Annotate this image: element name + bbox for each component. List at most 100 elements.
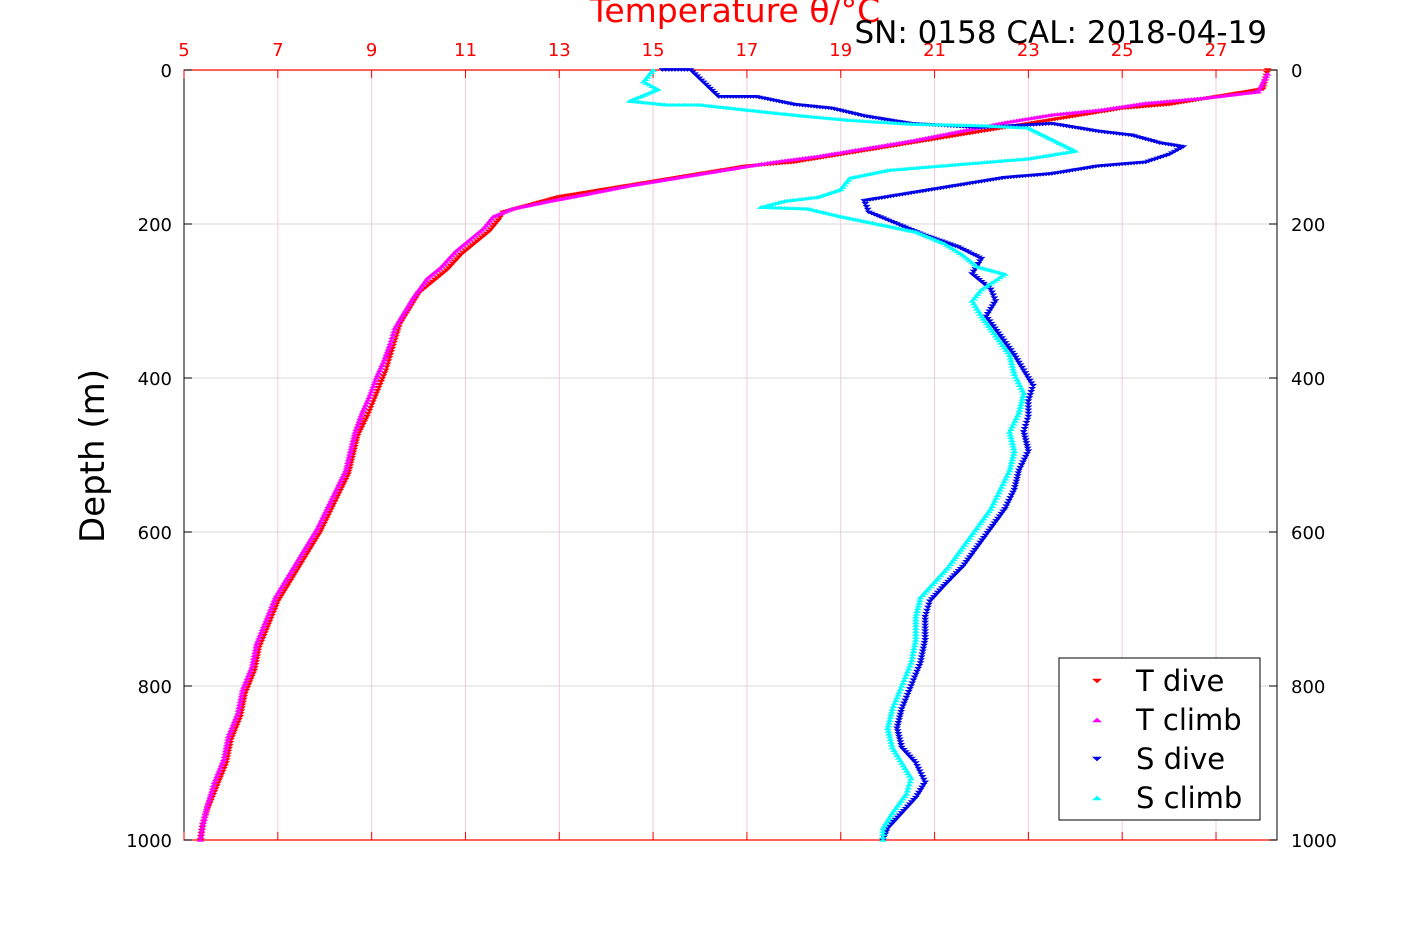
y-tick-label-right: 600 [1291, 523, 1325, 544]
data-point [897, 745, 906, 750]
data-point [885, 718, 894, 722]
data-point [1024, 414, 1033, 419]
data-point [242, 679, 251, 683]
data-point [900, 701, 909, 706]
data-point [315, 523, 324, 528]
data-point [931, 592, 940, 597]
data-point [990, 326, 999, 331]
data-point [347, 443, 356, 448]
data-point [324, 504, 333, 508]
data-point [954, 569, 963, 573]
data-point [878, 835, 887, 839]
data-point [686, 68, 695, 72]
data-point [1262, 74, 1271, 79]
data-point [911, 640, 920, 645]
data-point [878, 829, 887, 834]
data-point [228, 725, 237, 730]
data-point [367, 389, 376, 394]
data-point [910, 643, 919, 648]
data-point [887, 743, 896, 747]
data-point [225, 731, 234, 735]
data-point [240, 682, 249, 686]
data-point [1006, 465, 1015, 470]
data-point [200, 814, 209, 819]
data-point [210, 780, 219, 785]
data-point [364, 398, 373, 402]
data-point [939, 584, 948, 588]
data-point [903, 804, 912, 809]
data-point [200, 817, 209, 821]
data-point [220, 754, 229, 759]
data-point [988, 290, 997, 295]
data-point [305, 539, 314, 543]
data-point [1008, 441, 1017, 445]
data-point [252, 644, 261, 649]
data-point [389, 332, 398, 336]
data-point [446, 264, 455, 268]
data-point [1017, 386, 1026, 390]
data-point [459, 251, 468, 255]
data-point [1004, 471, 1013, 475]
data-point [909, 759, 918, 763]
data-point [470, 241, 479, 246]
data-point [878, 832, 887, 837]
data-point [1008, 443, 1017, 448]
data-point [267, 604, 276, 608]
data-point [354, 421, 363, 426]
data-point [351, 430, 360, 434]
data-point [251, 647, 260, 652]
data-point [265, 610, 274, 614]
data-point [895, 718, 904, 722]
data-point [216, 766, 225, 770]
data-point [992, 496, 1001, 500]
data-point [688, 70, 697, 74]
data-point [907, 756, 916, 761]
data-point [883, 726, 892, 731]
data-point [1010, 449, 1019, 453]
data-point [342, 465, 351, 470]
data-point [331, 490, 340, 495]
data-point [430, 278, 439, 282]
data-point [909, 649, 918, 654]
data-point [987, 321, 996, 326]
data-point [196, 838, 205, 842]
data-point [889, 704, 898, 709]
data-point [217, 763, 226, 767]
data-point [385, 356, 394, 360]
y-tick-label-right: 200 [1291, 215, 1325, 236]
data-point [1013, 413, 1022, 418]
data-point [381, 355, 390, 359]
data-point [986, 287, 995, 292]
data-point [901, 675, 910, 680]
data-point [901, 806, 910, 811]
data-point [990, 296, 999, 300]
data-point [1256, 84, 1265, 89]
data-point [920, 640, 929, 645]
y-tick-label-left: 600 [138, 523, 172, 544]
data-point [990, 521, 999, 526]
data-point [218, 760, 227, 764]
data-point [916, 788, 925, 792]
data-point [1005, 353, 1014, 357]
data-point [309, 534, 318, 538]
data-point [978, 538, 987, 542]
data-point [950, 573, 959, 578]
data-point [985, 319, 994, 324]
data-point [250, 650, 259, 655]
data-point [901, 750, 910, 754]
data-point [914, 666, 923, 671]
data-point [996, 487, 1005, 492]
data-point [986, 306, 995, 311]
data-point [397, 315, 406, 320]
data-point [392, 323, 401, 328]
data-point [276, 587, 285, 592]
data-point [979, 281, 988, 286]
data-point [969, 301, 978, 306]
data-point [256, 633, 265, 637]
data-point [199, 820, 208, 824]
data-point [395, 318, 404, 323]
data-point [884, 721, 893, 725]
data-point [918, 652, 927, 657]
data-point [362, 400, 371, 405]
data-point [991, 299, 1000, 303]
